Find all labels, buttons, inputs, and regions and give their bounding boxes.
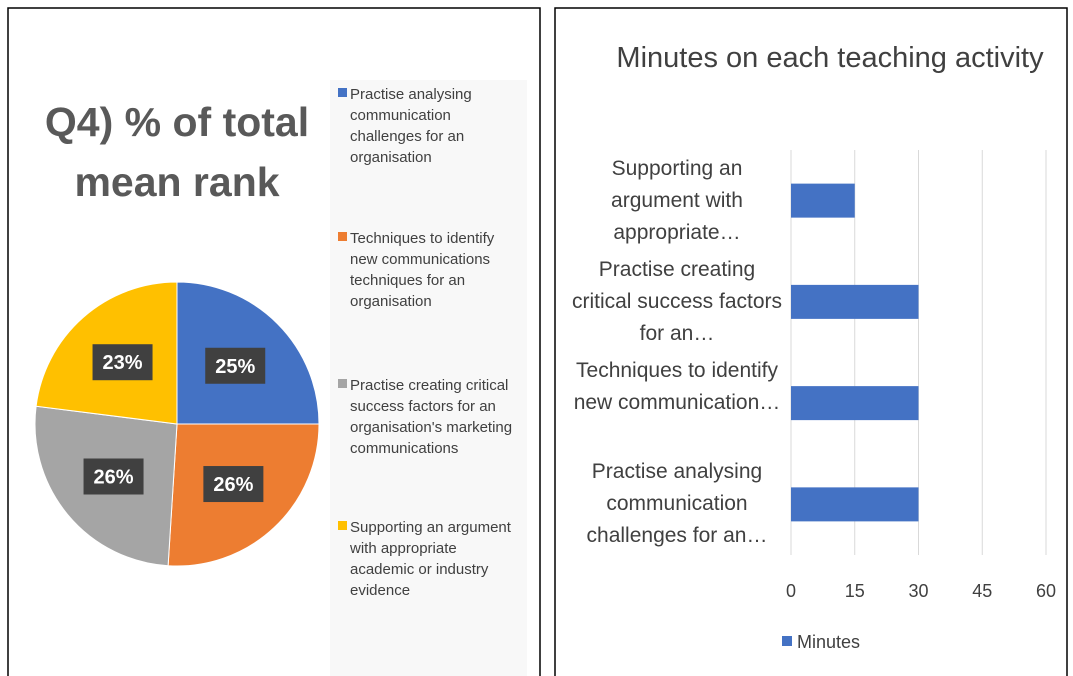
- data-label: 25%: [215, 356, 255, 378]
- x-tick-label: 30: [908, 581, 928, 601]
- legend-swatch: [338, 379, 347, 388]
- legend-swatch: [338, 88, 347, 97]
- x-tick-label: 0: [786, 581, 796, 601]
- bar: [791, 487, 919, 522]
- legend-label: Techniques to identify new communication…: [350, 230, 495, 310]
- data-label: 26%: [94, 466, 134, 488]
- bar: [791, 183, 855, 218]
- pie-legend-bg: [330, 80, 527, 676]
- x-tick-label: 15: [845, 581, 865, 601]
- data-label-bg: [203, 466, 264, 503]
- bar: [791, 386, 919, 421]
- chart-title: Minutes on each teaching activity: [616, 42, 1044, 74]
- chart-title: Q4) % of total mean rank: [44, 99, 310, 205]
- legend-label: Supporting an argument with appropriate …: [350, 519, 511, 599]
- legend-swatch: [338, 232, 347, 241]
- data-label: 23%: [103, 352, 143, 374]
- right-panel: [554, 7, 1068, 676]
- y-tick-label: Techniques to identify new communication…: [573, 359, 781, 415]
- data-label: 26%: [213, 474, 253, 496]
- y-tick-label: Practise analysing communication challen…: [586, 460, 768, 548]
- data-label-bg: [205, 347, 266, 384]
- data-label-bg: [83, 458, 144, 495]
- legend-swatch: [338, 521, 347, 530]
- bar: [791, 284, 919, 319]
- y-tick-label: Supporting an argument with appropriate…: [611, 156, 743, 244]
- y-tick-label: Practise creating critical success facto…: [571, 257, 783, 345]
- legend-swatch: [782, 636, 792, 646]
- x-tick-label: 60: [1036, 581, 1056, 601]
- legend-label: Practise creating critical success facto…: [350, 377, 513, 457]
- x-tick-label: 45: [972, 581, 992, 601]
- data-label-bg: [92, 344, 153, 381]
- legend-label: Practise analysing communication challen…: [350, 86, 472, 166]
- legend-label: Minutes: [797, 632, 860, 652]
